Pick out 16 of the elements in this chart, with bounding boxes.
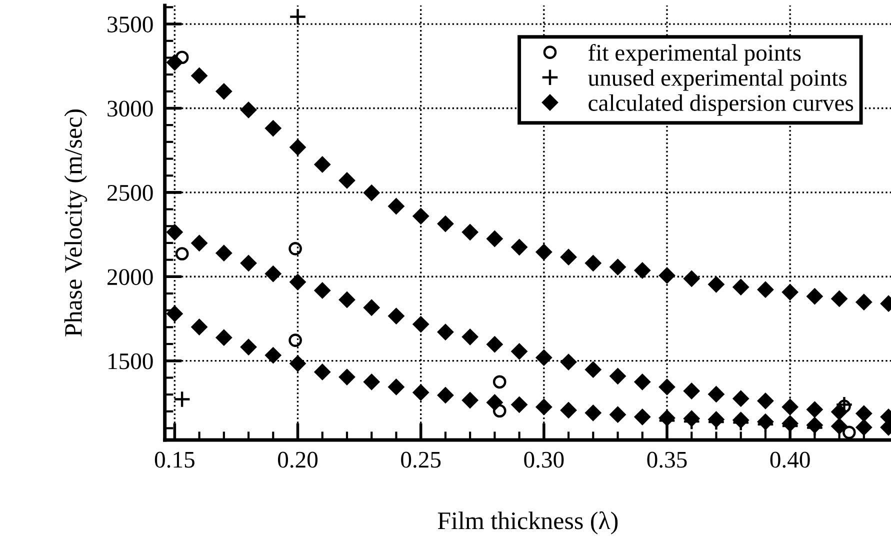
y-tick-label: 2000 bbox=[108, 269, 153, 286]
legend-label: calculated dispersion curves bbox=[588, 94, 854, 116]
x-tick-label: 0.30 bbox=[524, 452, 564, 468]
x-tick-label: 0.20 bbox=[278, 452, 318, 468]
y-tick-label: 2500 bbox=[108, 184, 153, 201]
y-tick-label: 1500 bbox=[108, 353, 153, 370]
y-tick-label: 3500 bbox=[108, 16, 153, 32]
x-axis-title: Film thickness (λ) bbox=[438, 511, 618, 534]
y-tick-label: 3000 bbox=[108, 100, 153, 117]
x-tick-label: 0.25 bbox=[401, 452, 441, 468]
legend-label: unused experimental points bbox=[588, 69, 847, 91]
legend-label: fit experimental points bbox=[588, 44, 801, 66]
x-tick-label: 0.15 bbox=[154, 452, 194, 468]
x-tick-label: 0.35 bbox=[647, 452, 687, 468]
x-tick-label: 0.40 bbox=[770, 452, 810, 468]
y-axis-title: Phase Velocity (m/sec) bbox=[64, 110, 88, 336]
